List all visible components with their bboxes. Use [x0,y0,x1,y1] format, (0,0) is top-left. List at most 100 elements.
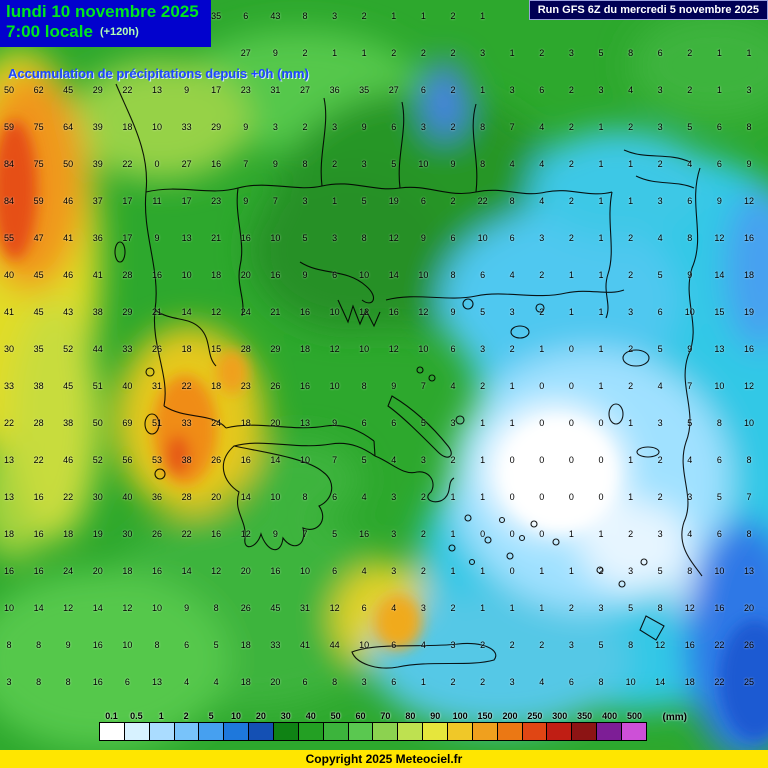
map-value: 0 [154,159,160,169]
map-value: 16 [240,233,251,243]
map-value: 33 [122,344,133,354]
map-value: 50 [63,159,74,169]
map-value: 10 [684,307,695,317]
map-value: 22 [63,492,74,502]
map-value: 0 [509,492,515,502]
map-value: 40 [122,381,133,391]
map-value: 2 [539,307,545,317]
map-value: 1 [539,603,545,613]
map-value: 5 [687,418,693,428]
legend-label: 200 [502,711,518,721]
map-value: 3 [332,11,338,21]
map-subtitle: Accumulation de précipitations depuis +0… [8,66,309,81]
map-value: 3 [598,603,604,613]
map-value: 29 [122,307,133,317]
map-value: 21 [270,307,281,317]
map-value: 20 [211,492,222,502]
map-value: 4 [420,640,426,650]
map-value: 3 [450,418,456,428]
legend-color-cell [547,723,573,740]
map-value: 6 [243,11,249,21]
map-value: 10 [3,603,15,613]
map-value: 3 [420,122,426,132]
map-value: 13 [3,455,15,465]
map-value: 0 [568,418,574,428]
map-value: 22 [714,677,725,687]
map-value: 52 [63,344,74,354]
map-value: 12 [743,196,755,206]
time-text: 7:00 locale [6,22,93,42]
map-value: 1 [598,307,604,317]
map-value: 7 [302,529,308,539]
map-value: 4 [687,159,693,169]
map-value: 6 [391,677,397,687]
map-value: 6 [361,603,367,613]
map-value: 7 [420,381,426,391]
map-value: 2 [480,677,486,687]
map-value: 59 [33,196,44,206]
map-value: 28 [240,344,251,354]
legend-label: 500 [626,711,642,721]
map-value: 84 [3,196,15,206]
map-value: 16 [270,566,281,576]
map-value: 18 [743,270,755,280]
map-value: 1 [628,418,634,428]
map-value: 2 [628,122,634,132]
map-value: 1 [568,566,574,576]
legend-label: 100 [452,711,468,721]
legend-labels: 0.1 0.5 1 2 5 10 20 30 40 50 60 70 80 90 100 150 200 250 3… [99,711,647,721]
map-value: 15 [211,344,222,354]
legend-color-cell [448,723,473,740]
map-value: 2 [539,48,545,58]
map-value: 6 [420,196,426,206]
map-value: 2 [598,566,604,576]
map-value: 2 [361,11,367,21]
map-value: 6 [332,270,338,280]
map-value: 9 [154,233,160,243]
map-value: 53 [151,455,163,465]
map-value: 22 [33,455,44,465]
map-value: 12 [388,344,399,354]
map-value: 13 [743,566,755,576]
map-value: 12 [684,603,695,613]
map-value: 7 [272,196,278,206]
map-value: 8 [332,677,338,687]
legend-color-cell [124,723,150,740]
map-value: 9 [687,270,693,280]
map-value: 18 [122,566,133,576]
map-value: 46 [63,455,74,465]
legend-label: 150 [477,711,493,721]
map-value: 6 [302,677,308,687]
map-value: 1 [509,48,515,58]
map-value: 55 [3,233,15,243]
map-value: 8 [36,677,42,687]
map-value: 33 [181,418,192,428]
map-value: 21 [151,307,163,317]
legend-color-cell [597,723,623,740]
map-value: 18 [122,122,133,132]
map-value: 2 [420,492,426,502]
map-value: 45 [33,270,44,280]
map-value: 44 [329,640,340,650]
map-value: 10 [418,270,429,280]
map-value: 5 [657,344,663,354]
map-value: 2 [420,566,426,576]
map-value: 2 [450,196,456,206]
legend-label: 40 [305,711,316,721]
map-value: 1 [628,159,634,169]
map-value: 18 [63,529,74,539]
map-value: 20 [240,270,251,280]
legend-color-cell [423,723,449,740]
map-value: 29 [92,85,103,95]
map-value: 9 [450,159,456,169]
map-value: 50 [92,418,103,428]
map-value: 1 [450,492,456,502]
map-value: 41 [63,233,74,243]
map-value: 38 [92,307,103,317]
map-value: 3 [568,48,574,58]
map-value: 41 [92,270,103,280]
map-value: 12 [388,233,399,243]
map-value: 84 [3,159,15,169]
map-value: 2 [539,270,545,280]
